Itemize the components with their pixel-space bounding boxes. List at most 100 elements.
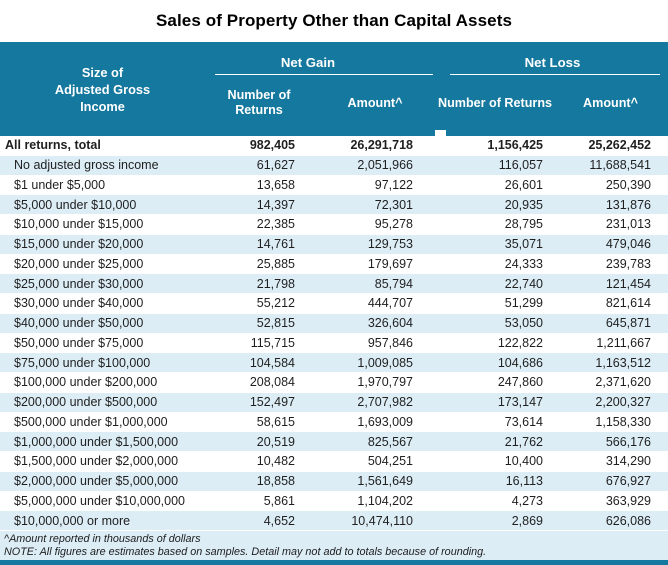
net-gain-returns-cell: 152,497 (249, 395, 295, 410)
net-loss-amount-cell: 1,158,330 (595, 414, 651, 429)
net-gain-returns-cell: 115,715 (250, 335, 295, 350)
table-row: $75,000 under $100,000 104,584 1,009,085… (0, 353, 668, 373)
stub-line-2: Adjusted Gross (54, 81, 151, 97)
net-gain-returns-cell: 5,861 (263, 493, 295, 508)
net-loss-returns-cell: 10,400 (504, 454, 543, 469)
net-gain-amount-cell: 1,104,202 (357, 493, 413, 508)
net-gain-amount-cell: 326,604 (367, 316, 413, 331)
net-gain-returns-cell: 25,885 (256, 256, 295, 271)
stub-header-agi: Size of Adjusted Gross Income (0, 42, 205, 136)
net-gain-amount-cell: 957,846 (367, 335, 413, 350)
net-gain-amount-cell: 2,707,982 (357, 395, 413, 410)
table-row: $200,000 under $500,000 152,497 2,707,98… (0, 392, 668, 413)
table-row: $40,000 under $50,000 52,815 326,604 53,… (0, 313, 668, 334)
table-row: $5,000 under $10,000 14,397 72,301 20,93… (0, 195, 668, 215)
agi-label-cell: $100,000 under $200,000 (14, 375, 158, 390)
column-group-net-gain: Net Gain Number of Returns Amount^ (205, 42, 437, 136)
table-row: $2,000,000 under $5,000,000 18,858 1,561… (0, 471, 668, 492)
net-gain-returns-cell: 4,652 (263, 513, 295, 528)
table-row: $25,000 under $30,000 21,798 85,794 22,7… (0, 274, 668, 294)
net-loss-amount-cell: 250,390 (605, 177, 651, 192)
agi-label-cell: $1,500,000 under $2,000,000 (14, 454, 179, 469)
net-loss-subheaders: Number of Returns Amount^ (437, 75, 668, 136)
table-body: All returns, total 982,405 26,291,718 1,… (0, 136, 668, 531)
net-loss-amount-cell: 1,211,667 (596, 335, 651, 350)
net-loss-amount-cell: 231,013 (605, 217, 651, 232)
net-gain-amount-cell: 10,474,110 (351, 513, 413, 528)
net-loss-returns-cell: 104,686 (497, 355, 543, 370)
footnote-amount-units: ^Amount reported in thousands of dollars (4, 533, 201, 545)
agi-label-cell: $20,000 under $25,000 (14, 256, 144, 271)
net-loss-returns-cell: 116,057 (498, 158, 543, 173)
agi-label-cell: $40,000 under $50,000 (14, 316, 144, 331)
net-gain-returns-cell: 208,084 (249, 375, 295, 390)
table-row: $10,000 under $15,000 22,385 95,278 28,7… (0, 215, 668, 235)
table-row: $5,000,000 under $10,000,000 5,861 1,104… (0, 491, 668, 512)
net-gain-amount-cell: 129,753 (367, 237, 413, 252)
net-loss-returns-cell: 122,822 (497, 335, 543, 350)
table-row: $50,000 under $75,000 115,715 957,846 12… (0, 333, 668, 354)
net-loss-returns-cell: 173,147 (497, 395, 543, 410)
net-loss-amount-cell: 2,371,620 (595, 375, 651, 390)
agi-label-cell: $50,000 under $75,000 (14, 335, 144, 350)
net-gain-returns-cell: 61,627 (256, 158, 295, 173)
net-gain-amount-header: Amount^ (347, 95, 403, 110)
net-gain-amount-cell: 179,697 (367, 256, 413, 271)
net-loss-returns-cell: 16,113 (505, 474, 543, 489)
agi-label-cell: $15,000 under $20,000 (14, 237, 144, 252)
net-loss-amount-cell: 239,783 (605, 256, 651, 271)
page-title: Sales of Property Other than Capital Ass… (155, 11, 513, 30)
net-loss-amount-cell: 479,046 (605, 237, 651, 252)
net-loss-underline (450, 74, 660, 75)
net-gain-amount-cell: 1,693,009 (357, 414, 413, 429)
net-loss-amount-cell: 821,614 (605, 296, 651, 311)
net-gain-amount-cell: 825,567 (367, 434, 413, 449)
net-gain-subheaders: Number of Returns Amount^ (205, 75, 437, 136)
table-row: No adjusted gross income 61,627 2,051,96… (0, 155, 668, 176)
net-loss-amount-cell: 2,200,327 (595, 395, 651, 410)
bottom-accent-bar (0, 560, 668, 565)
net-loss-amount-cell: 314,290 (605, 454, 651, 469)
net-gain-group-label: Net Gain (280, 54, 336, 70)
net-loss-returns-header: Number of Returns (437, 95, 553, 110)
agi-label-cell: $1 under $5,000 (14, 177, 106, 192)
net-gain-amount-cell: 26,291,718 (350, 138, 413, 153)
net-gain-returns-cell: 14,761 (256, 237, 295, 252)
header-group-divider (435, 130, 446, 136)
net-loss-returns-cell: 1,156,425 (487, 138, 543, 153)
net-loss-group-label: Net Loss (524, 54, 581, 70)
net-loss-returns-cell: 73,614 (504, 414, 543, 429)
net-loss-amount-cell: 25,262,452 (588, 138, 651, 153)
net-gain-returns-cell: 18,858 (256, 474, 295, 489)
net-loss-returns-cell: 20,935 (504, 197, 543, 212)
net-loss-returns-cell: 247,860 (497, 375, 543, 390)
net-loss-returns-cell: 26,601 (504, 177, 543, 192)
net-loss-amount-cell: 363,929 (605, 493, 651, 508)
agi-label-cell: $200,000 under $500,000 (14, 395, 158, 410)
table-row: $20,000 under $25,000 25,885 179,697 24,… (0, 254, 668, 275)
table-row: $100,000 under $200,000 208,084 1,970,79… (0, 373, 668, 393)
table-row: $30,000 under $40,000 55,212 444,707 51,… (0, 294, 668, 314)
stub-line-3: Income (80, 98, 125, 114)
net-gain-returns-cell: 13,658 (256, 177, 295, 192)
net-gain-amount-cell: 95,278 (374, 217, 413, 232)
net-gain-returns-cell: 52,815 (256, 316, 295, 331)
table-row: $10,000,000 or more 4,652 10,474,110 2,8… (0, 511, 668, 531)
net-gain-amount-cell: 85,794 (374, 276, 413, 291)
net-gain-returns-cell: 21,798 (256, 276, 295, 291)
table-row: $1,500,000 under $2,000,000 10,482 504,2… (0, 452, 668, 472)
table-row: $15,000 under $20,000 14,761 129,753 35,… (0, 234, 668, 255)
net-loss-returns-cell: 4,273 (511, 493, 543, 508)
footnotes: ^Amount reported in thousands of dollars… (0, 531, 668, 560)
footnote-note: NOTE: All figures are estimates based on… (4, 546, 487, 558)
net-loss-returns-cell: 24,333 (504, 256, 543, 271)
net-gain-returns-header: Number of Returns (227, 88, 291, 117)
table-row: $1 under $5,000 13,658 97,122 26,601 250… (0, 175, 668, 196)
net-gain-amount-cell: 444,707 (367, 296, 413, 311)
agi-label-cell: $2,000,000 under $5,000,000 (14, 474, 179, 489)
agi-label-cell: $25,000 under $30,000 (14, 276, 144, 291)
net-loss-amount-cell: 131,876 (605, 197, 651, 212)
table-header: Size of Adjusted Gross Income Net Gain N… (0, 42, 668, 136)
agi-label-cell: $75,000 under $100,000 (14, 355, 151, 370)
